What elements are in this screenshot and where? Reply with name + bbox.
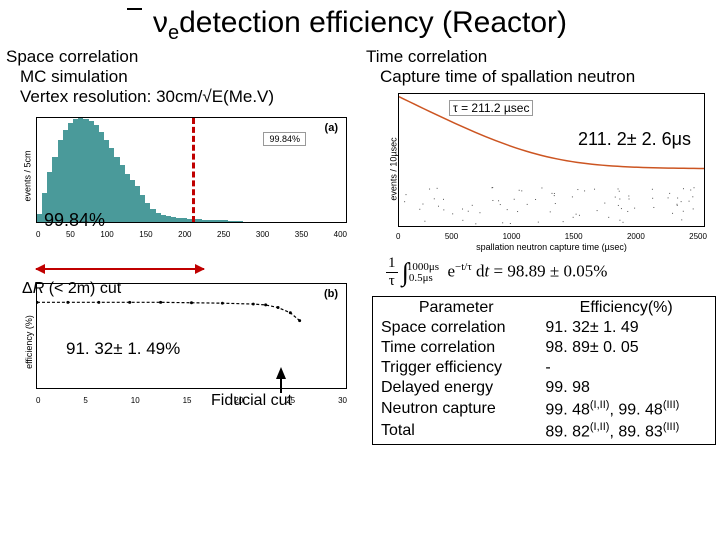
space-corr-heading: Space correlation [6, 47, 354, 67]
title-rest: detection efficiency (Reactor) [179, 6, 567, 39]
chart-a-xtick: 50 [66, 230, 75, 239]
table-cell-eff: 98. 89± 0. 05 [539, 339, 713, 357]
title-sub: e [168, 22, 179, 44]
table-cell-eff: - [539, 359, 713, 377]
space-corr-sub2: Vertex resolution: 30cm/√E(Me.V) [6, 87, 354, 107]
table-cell-eff: 99. 48(I,II), 99. 48(III) [539, 399, 713, 419]
decay-xtick: 500 [445, 232, 458, 241]
table-cell-param: Time correlation [375, 339, 537, 357]
decay-xtick: 1500 [565, 232, 583, 241]
chart-a-annot-box: 99.84% [263, 132, 306, 146]
chart-a-xticks: 0 50 100 150 200 250 300 350 400 [36, 230, 347, 239]
decay-result-annot: 211. 2± 2. 6μs [578, 129, 691, 150]
table-cell-eff: 91. 32± 1. 49 [539, 319, 713, 337]
chart-a-xtick: 100 [100, 230, 113, 239]
table-header-row: Parameter Efficiency(%) [375, 299, 713, 317]
chart-b-xtick: 10 [131, 396, 140, 405]
th-eff: Efficiency(%) [539, 299, 713, 317]
formula-den: τ [386, 273, 398, 290]
chart-b-xticks: 051015202530 [36, 396, 347, 405]
chart-b-xtick: 5 [83, 396, 87, 405]
chart-a-xtick: 350 [295, 230, 308, 239]
integrand-exp: −t/τ [455, 261, 472, 273]
decay-chart: events / 10µsec τ = 211.2 µsec 050010001… [366, 89, 711, 249]
formula: 1 τ ∫0.5μs1000μs e−t/τ dt = 98.89 ± 0.05… [366, 249, 714, 296]
chart-b-ylabel: efficiency (%) [24, 315, 34, 369]
integrand-e: e [448, 261, 456, 280]
table-row: Space correlation91. 32± 1. 49 [375, 319, 713, 337]
chart-a-panel-label: (a) [325, 122, 338, 134]
table-cell-param: Total [375, 421, 537, 441]
chart-b-panel-label: (b) [324, 288, 338, 300]
chart-a-xtick: 300 [256, 230, 269, 239]
table-row: Delayed energy99. 98 [375, 379, 713, 397]
time-corr-heading: Time correlation [366, 47, 714, 67]
chart-a-xtick: 150 [139, 230, 152, 239]
chart-a-xtick: 400 [334, 230, 347, 239]
table-row: Neutron capture99. 48(I,II), 99. 48(III) [375, 399, 713, 419]
chart-a-percent-annot: 99.84% [44, 210, 105, 231]
decay-frame: τ = 211.2 µsec [398, 93, 705, 227]
table-cell-param: Delayed energy [375, 379, 537, 397]
int-hi: 1000μs [407, 261, 439, 273]
fiducial-arrow-stem [280, 377, 282, 393]
chart-a-xtick: 200 [178, 230, 191, 239]
chart-a-frame: (a) 99.84% [36, 117, 347, 223]
chart-b-xtick: 0 [36, 396, 40, 405]
int-lo: 0.5μs [409, 272, 433, 284]
decay-xtick: 2000 [627, 232, 645, 241]
table-row: Time correlation98. 89± 0. 05 [375, 339, 713, 357]
decay-curve [399, 94, 704, 226]
table-row: Trigger efficiency- [375, 359, 713, 377]
efficiency-table: Parameter Efficiency(%) Space correlatio… [372, 296, 716, 445]
space-corr-sub1: MC simulation [6, 67, 354, 87]
chart-a-bar [238, 221, 243, 222]
formula-frac: 1 τ [386, 255, 398, 290]
decay-xticks: 0 500 1000 1500 2000 2500 [396, 232, 707, 241]
decay-xlabel: spallation neutron capture time (µsec) [398, 242, 705, 252]
chart-b-curve [37, 284, 346, 389]
decay-xtick: 0 [396, 232, 400, 241]
decay-xtick: 2500 [689, 232, 707, 241]
decay-xtick: 1000 [503, 232, 521, 241]
left-column: Space correlation MC simulation Vertex r… [0, 47, 360, 445]
antineutrino-overline [127, 8, 142, 10]
chart-a-xtick: 0 [36, 230, 40, 239]
table-row: Total89. 82(I,II), 89. 83(III) [375, 421, 713, 441]
right-column: Time correlation Capture time of spallat… [360, 47, 720, 445]
formula-rhs: = 98.89 ± 0.05% [494, 261, 608, 280]
delta-r-arrow [36, 268, 204, 270]
table-cell-param: Space correlation [375, 319, 537, 337]
title-nu: ν [153, 6, 168, 39]
decay-fit-annot: τ = 211.2 µsec [449, 100, 533, 116]
chart-a-cut-line [192, 118, 195, 222]
table-cell-param: Trigger efficiency [375, 359, 537, 377]
chart-b-xtick: 15 [183, 396, 192, 405]
chart-a-xtick: 250 [217, 230, 230, 239]
table-cell-eff: 89. 82(I,II), 89. 83(III) [539, 421, 713, 441]
table-cell-param: Neutron capture [375, 399, 537, 419]
formula-num: 1 [386, 255, 398, 273]
th-param: Parameter [375, 299, 537, 317]
table-cell-eff: 99. 98 [539, 379, 713, 397]
time-corr-sub1: Capture time of spallation neutron [366, 67, 714, 87]
fiducial-cut-label: Fiducial cut [211, 392, 292, 410]
page-title: νedetection efficiency (Reactor) [0, 0, 720, 47]
chart-b-percent-annot: 91. 32± 1. 49% [66, 339, 180, 359]
chart-b-efficiency: efficiency (%) (b) 051015202530 91. 32± … [6, 277, 351, 407]
chart-b-xtick: 30 [338, 396, 347, 405]
chart-a-ylabel: events / 5cm [23, 150, 33, 201]
chart-b-frame: (b) [36, 283, 347, 389]
